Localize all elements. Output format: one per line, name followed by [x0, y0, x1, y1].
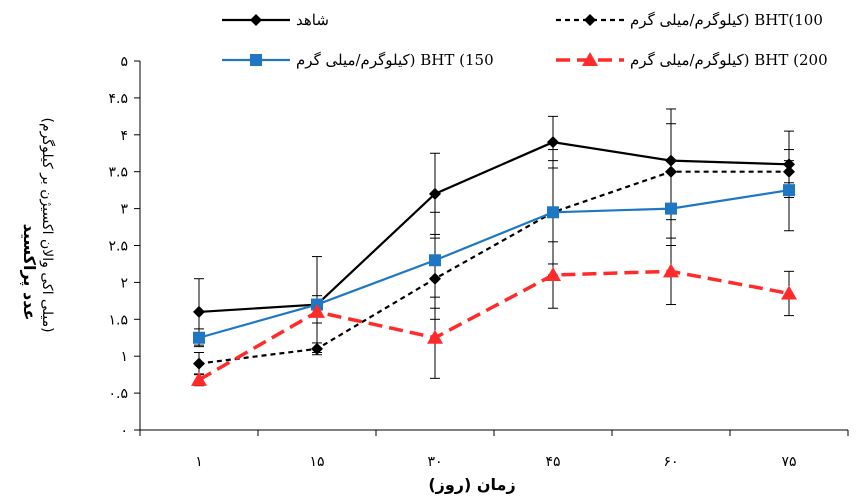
y-axis-subtitle: (میلی اکی والان اکسیژن بر کیلوگرم) — [39, 117, 56, 332]
data-point-marker — [545, 267, 561, 282]
data-point-marker — [547, 206, 559, 219]
data-point-marker — [429, 254, 441, 267]
y-tick-label: ۳.۵ — [109, 165, 129, 181]
x-tick-label: ۱۵ — [309, 454, 324, 470]
data-point-marker — [193, 357, 205, 370]
legend-swatch-marker — [584, 14, 596, 26]
data-point-marker — [193, 305, 205, 318]
legend-swatch-marker — [250, 14, 262, 26]
data-point-marker — [665, 154, 677, 167]
x-tick-label: ۳۰ — [427, 454, 442, 470]
data-point-marker — [429, 272, 441, 285]
y-tick-label: ۴ — [120, 128, 128, 144]
data-point-marker — [193, 331, 205, 344]
series-line — [198, 189, 790, 339]
y-tick-label: ۲ — [120, 275, 128, 291]
legend-label: کیلوگرم/میلی گرم) BHT(100 — [630, 11, 823, 29]
legend: شاهد کیلوگرم/میلی گرم) BHT(100 کیلوگرم/میل… — [222, 11, 828, 69]
x-tick-label: ۶۰ — [663, 454, 678, 470]
y-axis-title: عدد پراکسید — [19, 224, 39, 321]
x-tick-label: ۴۵ — [545, 454, 560, 470]
y-tick-label: ۲.۵ — [109, 239, 129, 255]
y-tick-label: ۰.۵ — [109, 386, 129, 402]
x-axis-title: زمان (روز) — [428, 475, 515, 494]
data-point-marker — [547, 136, 559, 149]
y-tick-label: ۱ — [120, 349, 128, 365]
data-point-marker — [783, 184, 795, 197]
legend-label: کیلوگرم/میلی گرم) BHT (200 — [630, 51, 828, 69]
data-point-marker — [429, 187, 441, 200]
x-tick-label: ۱ — [195, 454, 203, 470]
data-point-marker — [783, 165, 795, 178]
data-point-marker — [427, 329, 443, 344]
data-point-marker — [665, 202, 677, 215]
y-tick-label: ۱.۵ — [109, 312, 129, 328]
data-point-marker — [783, 158, 795, 171]
series-line — [198, 269, 790, 382]
x-tick-label: ۷۵ — [781, 454, 796, 470]
series-line — [198, 170, 789, 365]
legend-swatch-marker — [582, 52, 598, 66]
series-lines — [198, 141, 790, 382]
data-point-marker — [665, 165, 677, 178]
y-tick-label: ۳ — [120, 202, 128, 218]
data-point-marker — [663, 263, 679, 278]
data-point-marker — [191, 371, 207, 386]
y-tick-label: ۴.۵ — [109, 91, 129, 107]
y-tick-label: ۰ — [120, 423, 128, 439]
y-tick-label: ۵ — [120, 54, 128, 70]
series-line — [198, 141, 790, 314]
legend-label: کیلوگرم/میلی گرم) BHT (150 — [296, 51, 494, 69]
axes: ۰ ۰.۵ ۱ ۱.۵ ۲ ۲.۵ ۳ ۳.۵ ۴ ۴.۵ ۵ ۱ ۱۵ ۳۰ ۴۵ ۶۰ ۷۵ — [109, 54, 849, 470]
data-point-marker — [311, 342, 323, 355]
series-markers — [191, 136, 797, 386]
legend-swatch-marker — [250, 54, 262, 66]
data-point-marker — [309, 303, 325, 318]
legend-label: شاهد — [296, 11, 329, 29]
data-point-marker — [781, 285, 797, 300]
error-bars — [194, 108, 794, 387]
